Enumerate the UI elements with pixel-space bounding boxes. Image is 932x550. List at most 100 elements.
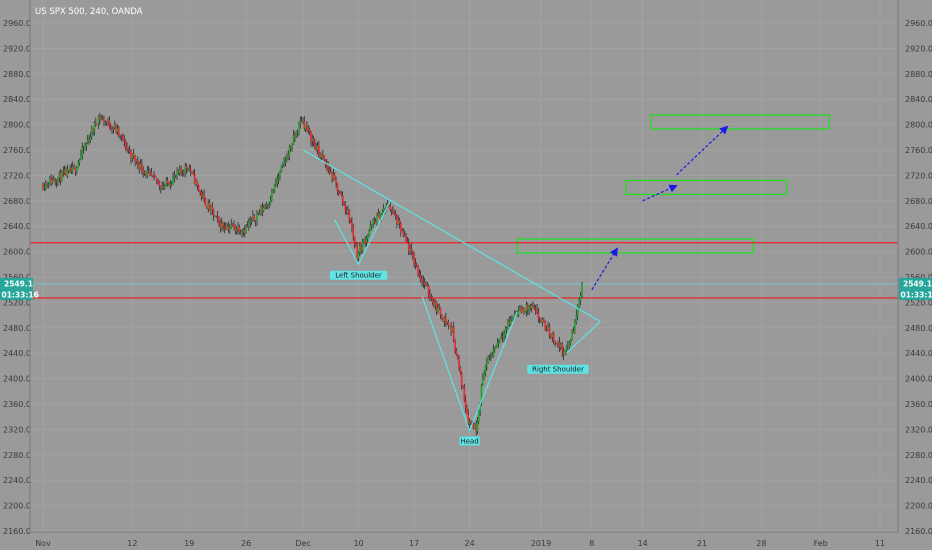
candle-body [358,246,361,253]
candle-body [46,182,48,185]
candle-body [571,331,573,340]
y-tick-label-left: 2640.0 [3,222,31,231]
candle-body [547,327,549,330]
candle-body [385,204,388,210]
candle-body [319,152,322,158]
candle-body [238,226,241,233]
candle-body [66,169,69,177]
candle-body [349,219,352,223]
candle-body [163,185,166,189]
candle-body [84,145,86,149]
y-tick-label-left: 2800.0 [3,121,31,130]
candle-body [414,263,417,265]
candle-body [159,185,162,189]
y-tick-label-left: 2480.0 [3,324,31,333]
target-zone [625,179,788,196]
candle-body [374,221,377,224]
y-tick-label: 2720.0 [905,171,932,180]
candle-body [431,297,434,303]
candle-body [108,120,111,127]
x-tick-label: 28 [756,539,766,548]
candle-body [212,210,215,216]
candle-body [168,182,170,186]
candle-body [155,177,158,182]
candle-body [262,207,265,211]
candle-body [344,203,347,210]
candle-body [140,163,143,171]
x-tick-label: 21 [697,539,707,548]
candle-body [205,206,208,209]
candle-body [307,128,310,130]
candle-body [422,281,425,283]
candle-body [272,191,275,193]
candle-body [496,343,499,347]
y-axis-left: 2960.0 2920.0 2880.0 2840.0 2800.0 2760.0 2720… [3,0,31,536]
candle-body [74,167,77,172]
candle-body [219,221,222,229]
candle-body [165,180,168,186]
candle-body [533,306,536,310]
candle-body [268,204,271,206]
candle-body [266,204,269,206]
candle-body [365,238,368,243]
y-tick-label-left: 2400.0 [3,375,31,384]
candle-body [197,184,200,191]
candle-body [176,170,178,176]
candle-body [204,198,207,207]
candle-body [43,187,46,189]
candle-body [86,140,89,144]
candle-body [578,300,581,306]
candle-body [332,174,335,180]
candle-body [369,225,372,232]
x-tick-label: Nov [35,539,51,548]
candle-body [540,319,542,323]
x-tick-label: 12 [127,539,137,548]
grid-lines [30,0,898,532]
candle-body [94,122,97,125]
candle-body [146,171,149,176]
candle-body [463,387,466,401]
candle-body [555,342,558,344]
target-zones [516,114,830,254]
candle-body [528,306,530,311]
candle-body [75,167,78,172]
candle-body [189,168,192,172]
candle-body [261,206,264,211]
candle-body [537,312,540,319]
candle-body [230,224,233,228]
candle-body [402,230,405,236]
y-tick-label: 2960.0 [905,19,932,28]
countdown-badge-right [899,288,932,300]
candle-body [347,210,349,213]
x-tick-label: 10 [353,539,363,548]
candle-body [311,138,314,141]
candle-body [139,163,142,169]
candle-body [436,307,439,312]
candle-body [65,170,67,177]
candle-body [77,162,80,168]
candle-body [295,131,298,137]
candle-body [173,175,176,178]
candle-body [96,124,99,126]
candle-body [360,246,363,251]
candle-body [284,160,287,162]
candle-body [454,339,456,350]
pattern-line [565,320,601,354]
candle-body [473,424,476,429]
candle-body [63,170,66,173]
candle-body [242,230,245,233]
candle-body [88,140,90,141]
candle-body [130,151,132,159]
candle-body [228,227,231,230]
candle-body [169,184,172,186]
candle-body [304,125,307,129]
pattern-line [334,200,391,266]
candle-body [85,143,88,146]
candle-body [56,177,59,183]
candle-body [504,328,507,336]
candle-body [545,329,548,331]
candle-body [283,161,285,163]
candle-body [220,223,223,229]
candle-body [438,307,441,309]
